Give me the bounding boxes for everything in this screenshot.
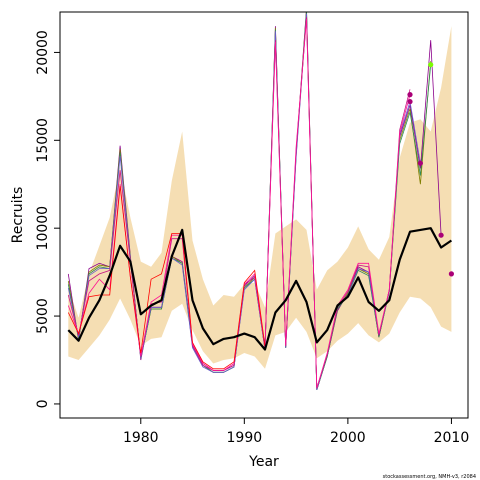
y-tick-label-15000: 15000 xyxy=(35,118,51,163)
endpoint-marker-5 xyxy=(407,99,413,105)
x-tick-label-2010: 2010 xyxy=(434,430,470,446)
x-tick-label-1990: 1990 xyxy=(227,430,263,446)
x-axis-title: Year xyxy=(248,454,279,470)
endpoint-marker-2 xyxy=(438,232,444,238)
x-tick-label-1980: 1980 xyxy=(123,430,159,446)
confidence-band-layer xyxy=(68,26,452,369)
y-axis-title: Recruits xyxy=(10,187,26,244)
x-tick-label-2000: 2000 xyxy=(330,430,366,446)
endpoint-markers-layer xyxy=(407,62,454,277)
endpoint-marker-3 xyxy=(428,62,434,68)
endpoint-marker-6 xyxy=(407,92,413,98)
y-tick-label-5000: 5000 xyxy=(35,298,51,334)
confidence-band xyxy=(68,26,452,369)
estimate-line-layer xyxy=(67,227,453,351)
y-tick-label-0: 0 xyxy=(35,399,51,408)
credit-text: stockassessment.org, NMH-v3, r2084 xyxy=(383,474,476,480)
y-tick-label-20000: 20000 xyxy=(35,30,51,75)
endpoint-marker-4 xyxy=(417,160,423,166)
y-axis: 0 5000 10000 15000 20000 xyxy=(35,30,60,408)
estimate-line xyxy=(67,227,453,351)
y-tick-label-10000: 10000 xyxy=(35,206,51,251)
retro-lines-layer xyxy=(67,12,442,391)
endpoint-marker-1 xyxy=(448,271,454,277)
retro-line-4 xyxy=(67,13,421,391)
x-axis: 1980 1990 2000 2010 xyxy=(123,418,469,446)
plot-frame xyxy=(59,11,469,419)
